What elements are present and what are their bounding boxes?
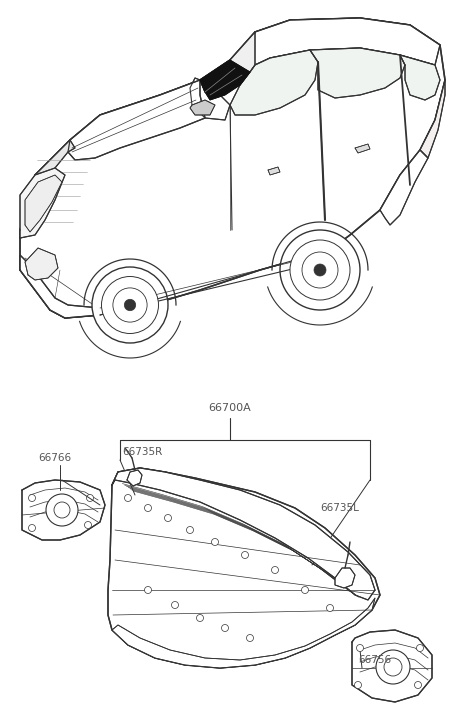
Circle shape [124, 494, 131, 502]
Polygon shape [200, 32, 254, 95]
Circle shape [92, 267, 167, 343]
Polygon shape [229, 50, 317, 115]
Text: 66700A: 66700A [208, 403, 251, 413]
Circle shape [415, 645, 423, 651]
Circle shape [113, 288, 147, 322]
Circle shape [271, 566, 278, 574]
Polygon shape [20, 255, 100, 318]
Polygon shape [108, 468, 379, 668]
Circle shape [301, 252, 337, 288]
Polygon shape [268, 167, 279, 175]
Circle shape [28, 524, 35, 531]
Circle shape [144, 587, 151, 593]
Polygon shape [68, 80, 205, 160]
Circle shape [101, 276, 158, 334]
Circle shape [186, 526, 193, 534]
Circle shape [375, 650, 409, 684]
Circle shape [84, 521, 91, 529]
Polygon shape [419, 80, 444, 158]
Polygon shape [379, 150, 427, 225]
Polygon shape [190, 100, 214, 115]
Polygon shape [334, 568, 354, 588]
Polygon shape [249, 18, 439, 65]
Circle shape [354, 681, 361, 688]
Circle shape [241, 552, 248, 558]
Circle shape [196, 614, 203, 622]
Circle shape [246, 635, 253, 641]
Circle shape [414, 681, 420, 688]
Polygon shape [20, 18, 444, 318]
Circle shape [171, 601, 178, 608]
Polygon shape [112, 598, 374, 668]
Polygon shape [112, 468, 374, 600]
Circle shape [28, 494, 35, 502]
Circle shape [124, 300, 136, 310]
Polygon shape [190, 78, 229, 120]
Polygon shape [20, 140, 75, 238]
Circle shape [313, 264, 325, 276]
Polygon shape [309, 48, 404, 98]
Polygon shape [399, 55, 439, 100]
Circle shape [356, 645, 363, 651]
Circle shape [164, 515, 171, 521]
Circle shape [326, 604, 333, 611]
Polygon shape [200, 60, 249, 100]
Circle shape [301, 587, 308, 593]
Circle shape [211, 539, 218, 545]
Text: 66735R: 66735R [122, 447, 162, 457]
Circle shape [383, 658, 401, 676]
Polygon shape [25, 248, 58, 280]
Circle shape [54, 502, 70, 518]
Polygon shape [20, 168, 65, 238]
Circle shape [46, 494, 78, 526]
Polygon shape [127, 470, 142, 486]
Circle shape [279, 230, 359, 310]
Text: 66766: 66766 [38, 453, 71, 463]
Polygon shape [354, 144, 369, 153]
Polygon shape [22, 480, 105, 540]
Polygon shape [351, 630, 431, 702]
Circle shape [289, 240, 349, 300]
Circle shape [86, 494, 93, 502]
Circle shape [144, 505, 151, 512]
Polygon shape [25, 175, 62, 232]
Circle shape [221, 624, 228, 632]
Text: 66756: 66756 [357, 655, 390, 665]
Text: 66735L: 66735L [319, 503, 358, 513]
